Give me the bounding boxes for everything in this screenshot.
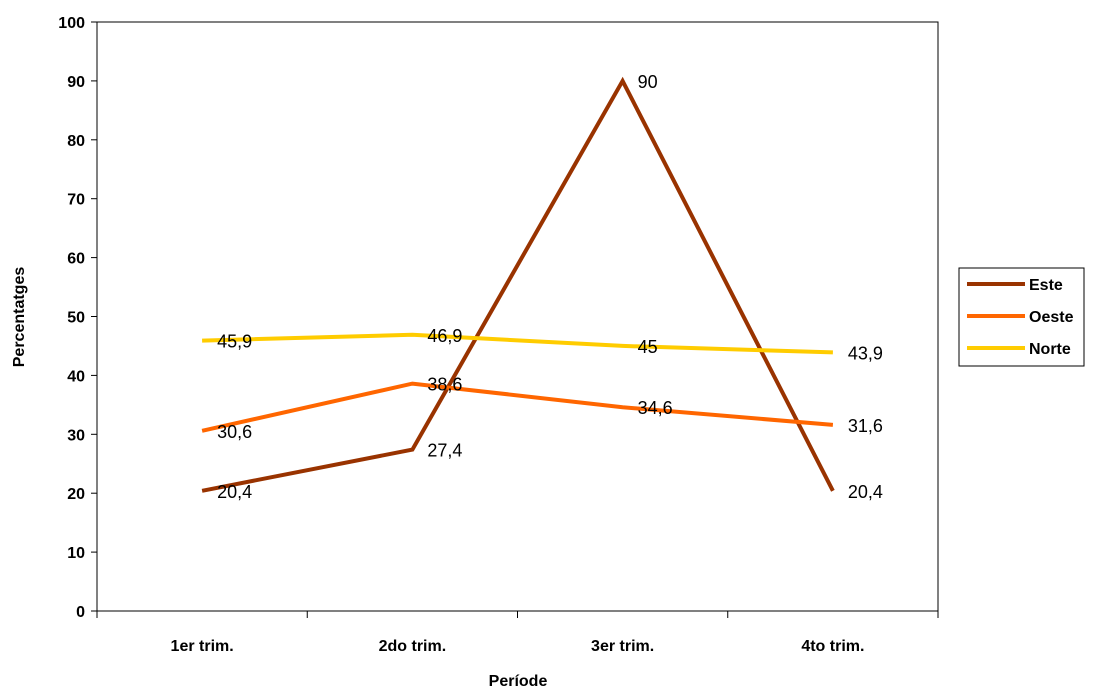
data-label-norte: 43,9	[848, 343, 883, 363]
data-label-norte: 45	[638, 337, 658, 357]
y-axis-title: Percentatges	[11, 267, 28, 368]
plot-frame	[96, 21, 939, 612]
y-tick-label: 80	[67, 133, 85, 150]
y-tick-label: 10	[67, 545, 85, 562]
y-tick-label: 30	[67, 427, 85, 444]
y-tick-label: 90	[67, 74, 85, 91]
y-tick-label: 100	[58, 15, 85, 32]
legend: Este Oeste Norte	[958, 267, 1085, 367]
x-tick-label: 4to trim.	[801, 638, 864, 655]
x-tick-label: 2do trim.	[379, 638, 447, 655]
data-label-oeste: 34,6	[638, 398, 673, 418]
x-tick-label: 3er trim.	[591, 638, 654, 655]
y-tick-label: 20	[67, 486, 85, 503]
data-labels: 20,4 27,4 90 20,4 30,6 38,6 34,6 31,6 45,9 46,9 45…	[217, 72, 883, 502]
y-tick-label: 0	[76, 604, 85, 621]
series-line-oeste	[201, 381, 834, 433]
series-lines	[201, 76, 835, 493]
data-label-oeste: 31,6	[848, 416, 883, 436]
x-tick-label: 1er trim.	[171, 638, 234, 655]
data-label-este: 27,4	[427, 441, 462, 461]
y-tick-label: 40	[67, 368, 85, 385]
y-tick-label: 50	[67, 310, 85, 327]
data-label-este: 20,4	[848, 482, 883, 502]
data-label-oeste: 38,6	[427, 375, 462, 395]
data-label-oeste: 30,6	[217, 422, 252, 442]
y-axis-ticks: 0 10 20 30 40 50 60 70 80 90 100	[58, 15, 97, 621]
legend-label-este: Este	[1029, 277, 1063, 294]
y-tick-label: 60	[67, 251, 85, 268]
data-label-norte: 46,9	[427, 326, 462, 346]
data-label-norte: 45,9	[217, 332, 252, 352]
x-axis-ticks: 1er trim. 2do trim. 3er trim. 4to trim.	[96, 611, 939, 655]
plot-area	[96, 21, 939, 612]
series-line-este	[201, 76, 835, 493]
data-label-este: 90	[638, 72, 658, 92]
legend-label-oeste: Oeste	[1029, 309, 1074, 326]
legend-label-norte: Norte	[1029, 341, 1071, 358]
data-label-este: 20,4	[217, 482, 252, 502]
x-axis-title: Període	[489, 673, 548, 690]
y-tick-label: 70	[67, 192, 85, 209]
series-line-norte	[202, 332, 833, 355]
